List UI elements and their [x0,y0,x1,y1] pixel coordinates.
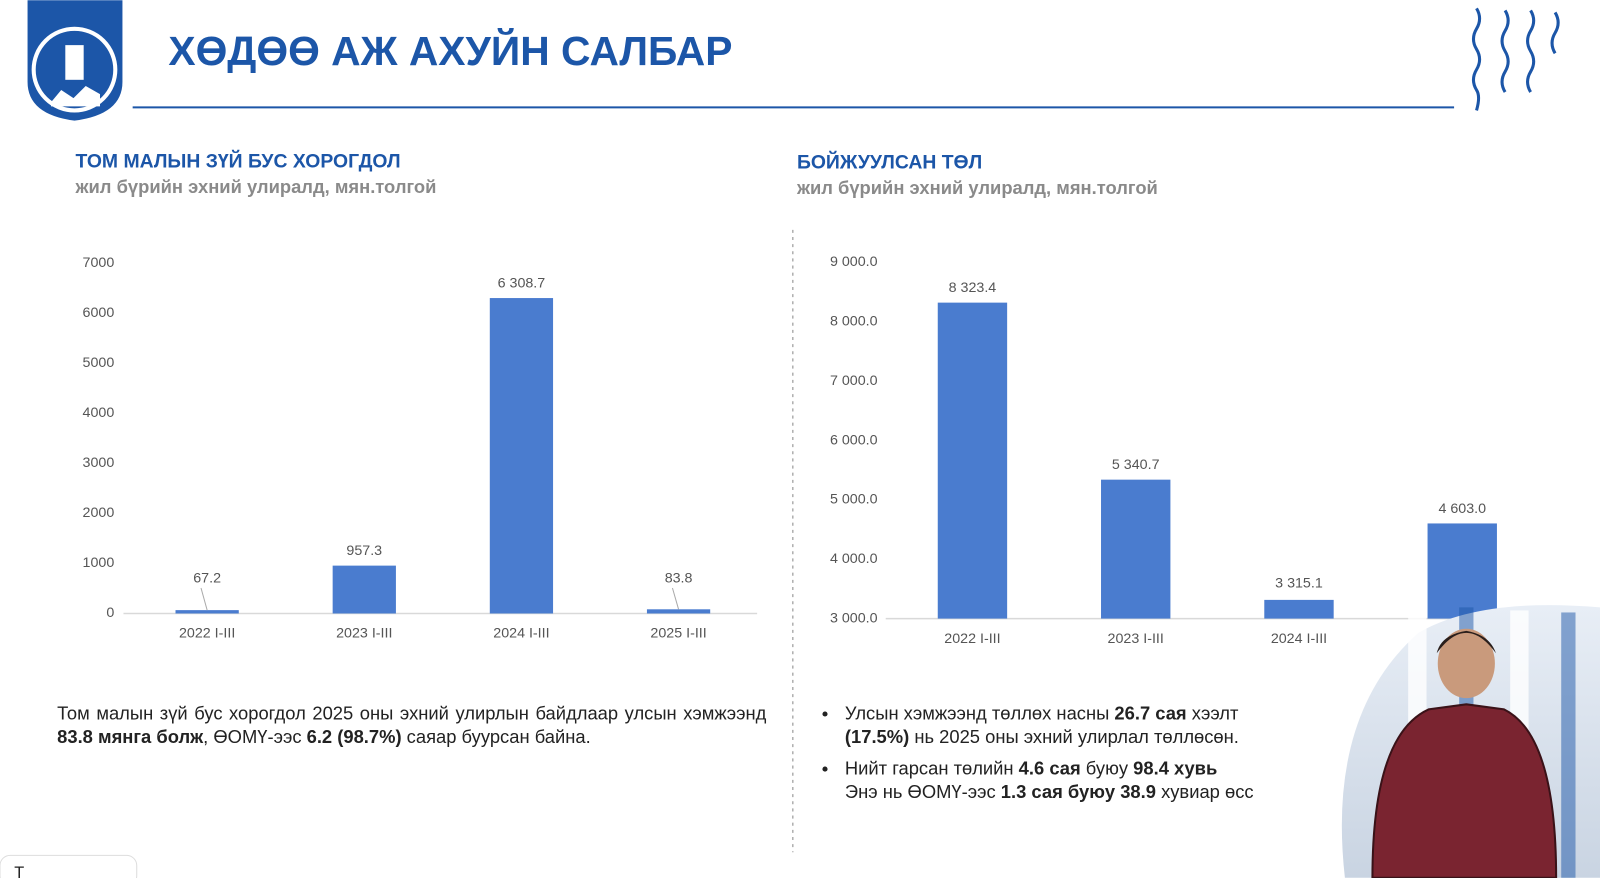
leader-line [200,587,208,611]
page-title: ХӨДӨӨ АЖ АХУЙН САЛБАР [168,28,732,74]
y-tick-label: 7 000.0 [830,373,878,389]
text-run: 26.7 сая [1114,703,1187,724]
bullet: Улсын хэмжээнд төллөх насны 26.7 сая хээ… [816,702,1449,749]
text-run: , ӨОМҮ-ээс [203,726,307,748]
bar [937,302,1008,619]
y-tick-label: 2000 [83,505,115,521]
value-label: 957.3 [346,543,382,559]
x-tick-label: 2024 I-III [493,626,549,642]
y-tick-label: 7000 [83,255,115,271]
x-tick-label: 2024 I-III [1271,631,1327,647]
value-label: 5 340.7 [1112,457,1160,473]
chart-subtitle: жил бүрийн эхний улиралд, мян.толгой [796,177,1158,198]
x-tick-label: 2023 I-III [336,626,392,642]
charts: 0 1000 2000 3000 4000 5000 6000 7000 2022 I-III 6… [83,254,1544,647]
text-run: 83.8 мянга болж [57,726,204,748]
text-run: хувиар өсс [1155,781,1254,803]
bullet-dot [822,766,828,772]
bullet: Нийт гарсан төлийн 4.6 сая буюу 98.4 хув… [816,757,1449,804]
y-tick-label: 5 000.0 [830,492,878,508]
text-run: 1.3 сая буюу 38.9 [1000,781,1156,803]
y-tick-label: 6000 [83,305,115,321]
bullet-dot [822,711,828,717]
text-run: Улсын хэмжээнд төллөх насны [844,703,1115,724]
text-run: Нийт гарсан төлийн [844,758,1019,779]
text-run: 4.6 сая [1018,758,1081,779]
y-tick-label: 3000 [83,455,115,471]
value-label: 83.8 [665,571,693,587]
chart-subtitle: жил бүрийн эхний улиралд, мян.толгой [75,176,437,197]
script-ornament [1471,7,1560,111]
left-text-box: Том малын зүй бус хорогдол 2025 оны эхни… [57,702,766,749]
text-run: 6.2 (98.7%) [306,726,402,748]
text-run: Энэ нь ӨОМҮ-ээс [844,781,1001,803]
bar [332,565,396,614]
value-label: 4 603.0 [1438,501,1486,517]
text-run: Том малын зүй бус хорогдол 2025 оны эхни… [57,703,767,724]
chart-title: ТОМ МАЛЫН ЗҮЙ БУС ХОРОГДОЛ [76,149,401,173]
x-tick-label: 2025 I-III [650,626,706,642]
y-tick-label: 4 000.0 [830,551,878,567]
bar [646,609,711,614]
bullet-line: Улсын хэмжээнд төллөх насны 26.7 сая хээ… [845,702,1449,725]
leader-line [671,587,680,610]
bar [1264,599,1334,619]
text-run: саяар буурсан байна. [401,726,591,748]
right-text-box: Улсын хэмжээнд төллөх насны 26.7 сая хээ… [816,702,1449,804]
y-tick-label: 8 000.0 [830,314,878,330]
right-bullets: Улсын хэмжээнд төллөх насны 26.7 сая хээ… [816,702,1449,804]
left-paragraph: Том малын зүй бус хорогдол 2025 оны эхни… [57,702,766,749]
bar [1101,479,1171,619]
text-run: хээлт [1186,703,1239,724]
text-run: (17.5%) [844,726,910,748]
interpreter-video [1341,605,1600,879]
bullet-line: Энэ нь ӨОМҮ-ээс 1.3 сая буюу 38.9 хувиар… [845,781,1449,804]
text-run: нь 2025 оны эхний улирлал төллөсөн. [909,726,1239,748]
bullet-line: (17.5%) нь 2025 оны эхний улирлал төллөс… [845,726,1449,749]
chart-title: БОЙЖУУЛСАН ТӨЛ [797,150,982,174]
corner-box [0,854,138,883]
corner-fragment: T [14,864,24,878]
y-tick-label: 0 [106,605,114,621]
x-tick-label: 2022 I-III [179,626,235,642]
y-tick-label: 4000 [83,405,115,421]
text-run: 98.4 хувь [1133,758,1218,779]
x-tick-label: 2023 I-III [1108,631,1164,647]
y-tick-label: 9 000.0 [830,254,878,270]
y-tick-label: 6 000.0 [830,432,878,448]
bar [489,298,554,614]
x-tick-label: 2022 I-III [944,631,1000,647]
value-label: 67.2 [193,571,221,587]
y-tick-label: 1000 [83,555,115,571]
value-label: 8 323.4 [949,280,997,296]
logo [27,0,123,121]
bullet-line: Нийт гарсан төлийн 4.6 сая буюу 98.4 хув… [845,757,1449,780]
value-label: 6 308.7 [498,276,546,292]
bar [1427,523,1497,619]
text-run: буюу [1080,758,1134,779]
value-label: 3 315.1 [1275,576,1323,592]
y-tick-label: 3 000.0 [830,610,878,626]
y-tick-label: 5000 [83,355,115,371]
bar [175,610,239,614]
